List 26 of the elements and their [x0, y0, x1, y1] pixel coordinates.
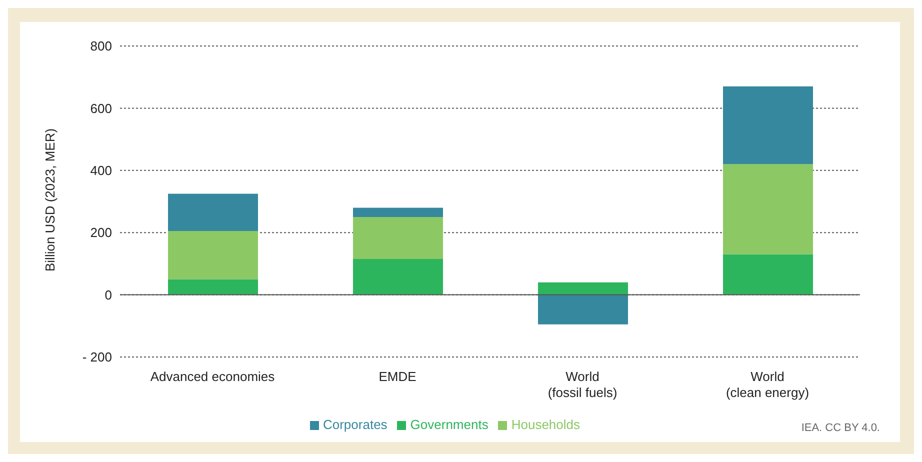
text: IEA. CC BY 4.0. [801, 422, 880, 434]
legend-label: Households [511, 417, 580, 432]
bar [168, 194, 258, 232]
x-tick-label: World (fossil fuels) [548, 369, 618, 400]
y-tick-label: 600 [90, 100, 112, 116]
legend-label: Governments [410, 417, 488, 432]
bar [353, 259, 443, 295]
bar [353, 208, 443, 218]
y-tick-label: 0 [104, 287, 112, 302]
x-tick-label: Advanced economies [150, 369, 276, 384]
bar [723, 254, 813, 295]
bar [538, 294, 628, 324]
y-tick-label: 400 [90, 163, 112, 178]
x-tick-label: EMDE [378, 369, 417, 384]
legend-label: Corporates [322, 417, 388, 432]
y-axis-title: Billion USD (2023, MER) [42, 128, 58, 272]
bar [168, 231, 258, 280]
bar [353, 217, 443, 260]
y-tick-label: 200 [90, 225, 112, 240]
bar [538, 282, 628, 295]
bar [723, 164, 813, 254]
bar [168, 279, 258, 295]
x-tick-label: World (clean energy) [726, 369, 810, 400]
bar [723, 86, 813, 164]
y-tick-label: 800 [90, 38, 112, 54]
y-tick-label: - 200 [82, 350, 112, 365]
